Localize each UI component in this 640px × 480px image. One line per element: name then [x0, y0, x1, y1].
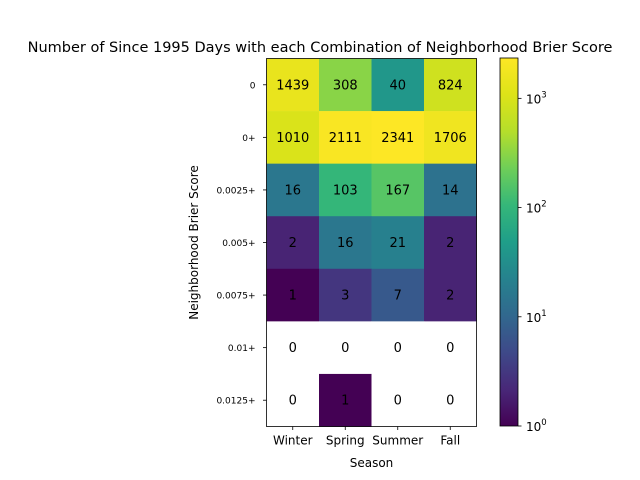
heatmap-cell [371, 58, 425, 112]
heatmap-cell [266, 163, 320, 217]
y-axis: 0 0+ 0.0025+ 0.005+ 0.0075+ 0.01+ 0.0125+ [216, 81, 267, 407]
heatmap-cell [371, 111, 425, 164]
cell-value-label: 7 [394, 289, 402, 304]
heatmap-cell [371, 268, 425, 322]
y-tick-label: 0.0075+ [216, 292, 255, 302]
colorbar-tick-label: 102 [526, 200, 547, 216]
heatmap-cell [266, 111, 320, 164]
cell-value-label: 16 [284, 183, 301, 198]
y-tick-label: 0.0025+ [216, 186, 255, 196]
heatmap-cell [424, 163, 477, 217]
heatmap-cell [266, 58, 320, 112]
cell-value-label: 2 [446, 289, 454, 304]
y-tick-label: 0.005+ [222, 239, 255, 249]
colorbar-tick-label: 101 [526, 309, 547, 325]
cell-value-label: 1 [341, 394, 349, 409]
x-axis-label: Season [350, 456, 394, 470]
colorbar-tick-label: 103 [526, 90, 547, 106]
cell-value-label: 2 [289, 236, 297, 251]
heatmap-cell [319, 111, 372, 164]
colorbar: 100 101 102 103 [499, 57, 547, 434]
cell-value-label: 103 [333, 183, 358, 198]
x-tick-label: Summer [372, 434, 423, 448]
cell-value-label: 1 [289, 289, 297, 304]
cell-value-label: 14 [442, 183, 459, 198]
heatmap-cell [371, 373, 425, 427]
heatmap-cell [266, 268, 320, 322]
cell-value-label: 2 [446, 236, 454, 251]
heatmap-cells [266, 58, 477, 427]
heatmap-cell [424, 111, 477, 164]
y-axis-label: Neighborhood Brier Score [187, 165, 201, 320]
cell-value-label: 1706 [434, 131, 467, 146]
heatmap-cell [319, 373, 372, 427]
cell-value-label: 2111 [329, 131, 362, 146]
heatmap-cell [424, 321, 477, 375]
cell-value-label: 16 [337, 236, 354, 251]
heatmap-cell [424, 216, 477, 270]
heatmap-cell [319, 321, 372, 375]
cell-value-label: 167 [385, 183, 410, 198]
cell-value-label: 0 [446, 394, 454, 409]
heatmap-cell [319, 268, 372, 322]
cell-value-label: 3 [341, 289, 349, 304]
heatmap-cell [319, 163, 372, 217]
heatmap-cell [424, 268, 477, 322]
colorbar-tick-label: 100 [526, 418, 547, 434]
heatmap-cell [424, 373, 477, 427]
cell-value-label: 1010 [276, 131, 309, 146]
cell-value-label: 308 [333, 78, 358, 93]
heatmap-cell [266, 373, 320, 427]
heatmap-cell [371, 216, 425, 270]
heatmap-cell [424, 58, 477, 112]
cell-value-label: 2341 [381, 131, 414, 146]
cell-value-label: 824 [438, 78, 463, 93]
cell-value-label: 0 [289, 341, 297, 356]
x-tick-label: Fall [440, 434, 460, 448]
y-tick-label: 0 [250, 81, 256, 91]
cell-value-label: 0 [289, 394, 297, 409]
heatmap-cell [266, 321, 320, 375]
y-tick-label: 0.01+ [228, 344, 256, 354]
x-tick-label: Spring [326, 434, 365, 448]
cell-value-label: 21 [389, 236, 406, 251]
cell-value-label: 1439 [276, 78, 309, 93]
heatmap-cell [371, 321, 425, 375]
colorbar-frame [499, 57, 519, 427]
y-tick-label: 0.0125+ [216, 397, 255, 407]
heatmap-cell [319, 216, 372, 270]
heatmap-cell [371, 163, 425, 217]
cell-value-label: 40 [389, 78, 406, 93]
y-tick-label: 0+ [242, 134, 255, 144]
heatmap-cell [266, 216, 320, 270]
cell-value-label: 0 [446, 341, 454, 356]
colorbar-ticks: 100 101 102 103 [518, 90, 547, 434]
x-tick-label: Winter [273, 434, 313, 448]
cell-value-label: 0 [341, 341, 349, 356]
x-axis: Winter Spring Summer Fall [273, 426, 460, 448]
colorbar-gradient [500, 58, 518, 426]
chart-title: Number of Since 1995 Days with each Comb… [28, 40, 613, 56]
cell-value-label: 0 [394, 394, 402, 409]
heatmap-cell [319, 58, 372, 112]
cell-value-label: 0 [394, 341, 402, 356]
